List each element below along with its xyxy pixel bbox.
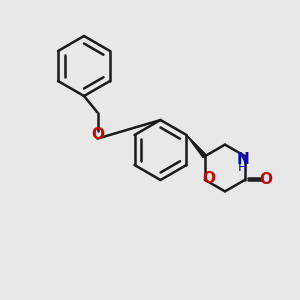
Text: N: N [236,152,249,167]
Text: O: O [202,171,215,186]
Text: O: O [91,127,104,142]
Text: H: H [238,161,248,174]
Polygon shape [187,135,206,158]
Text: O: O [259,172,272,187]
